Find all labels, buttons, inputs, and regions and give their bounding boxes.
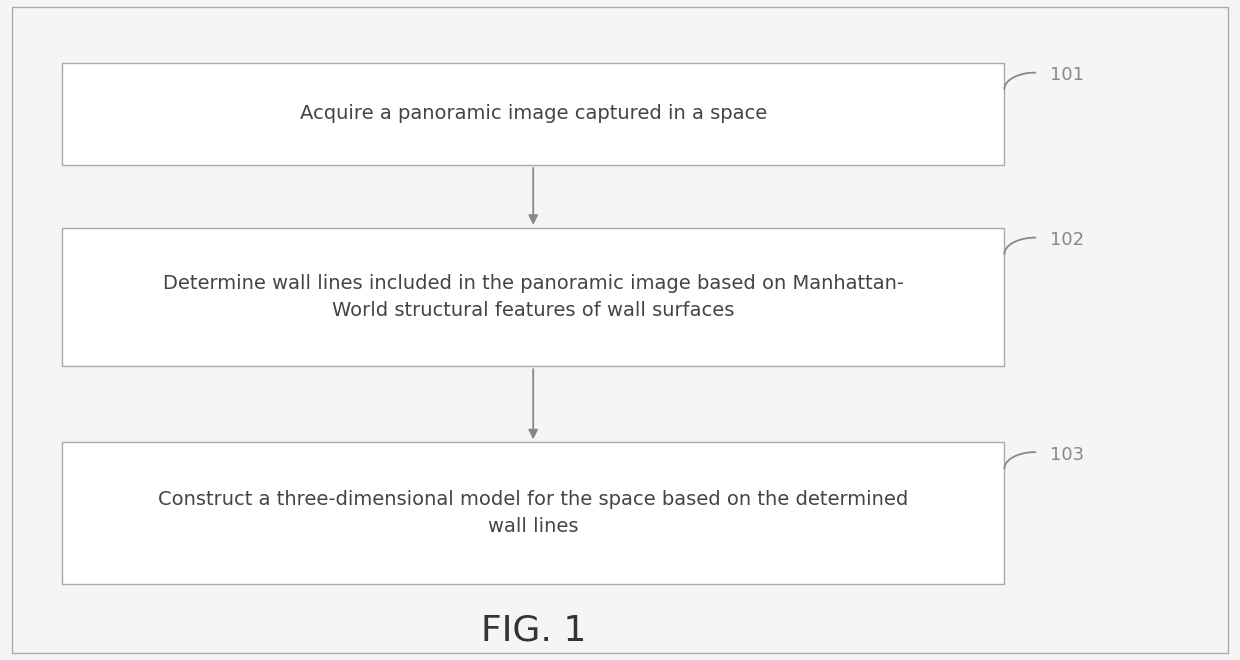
FancyBboxPatch shape — [12, 7, 1228, 653]
Text: 103: 103 — [1050, 446, 1085, 463]
Text: Determine wall lines included in the panoramic image based on Manhattan-
World s: Determine wall lines included in the pan… — [162, 275, 904, 319]
Text: Acquire a panoramic image captured in a space: Acquire a panoramic image captured in a … — [300, 104, 766, 123]
Text: 102: 102 — [1050, 231, 1085, 249]
Text: Construct a three-dimensional model for the space based on the determined
wall l: Construct a three-dimensional model for … — [157, 490, 909, 536]
FancyBboxPatch shape — [62, 442, 1004, 584]
Text: FIG. 1: FIG. 1 — [481, 613, 585, 647]
Text: 101: 101 — [1050, 66, 1084, 84]
FancyBboxPatch shape — [62, 63, 1004, 165]
FancyBboxPatch shape — [62, 228, 1004, 366]
